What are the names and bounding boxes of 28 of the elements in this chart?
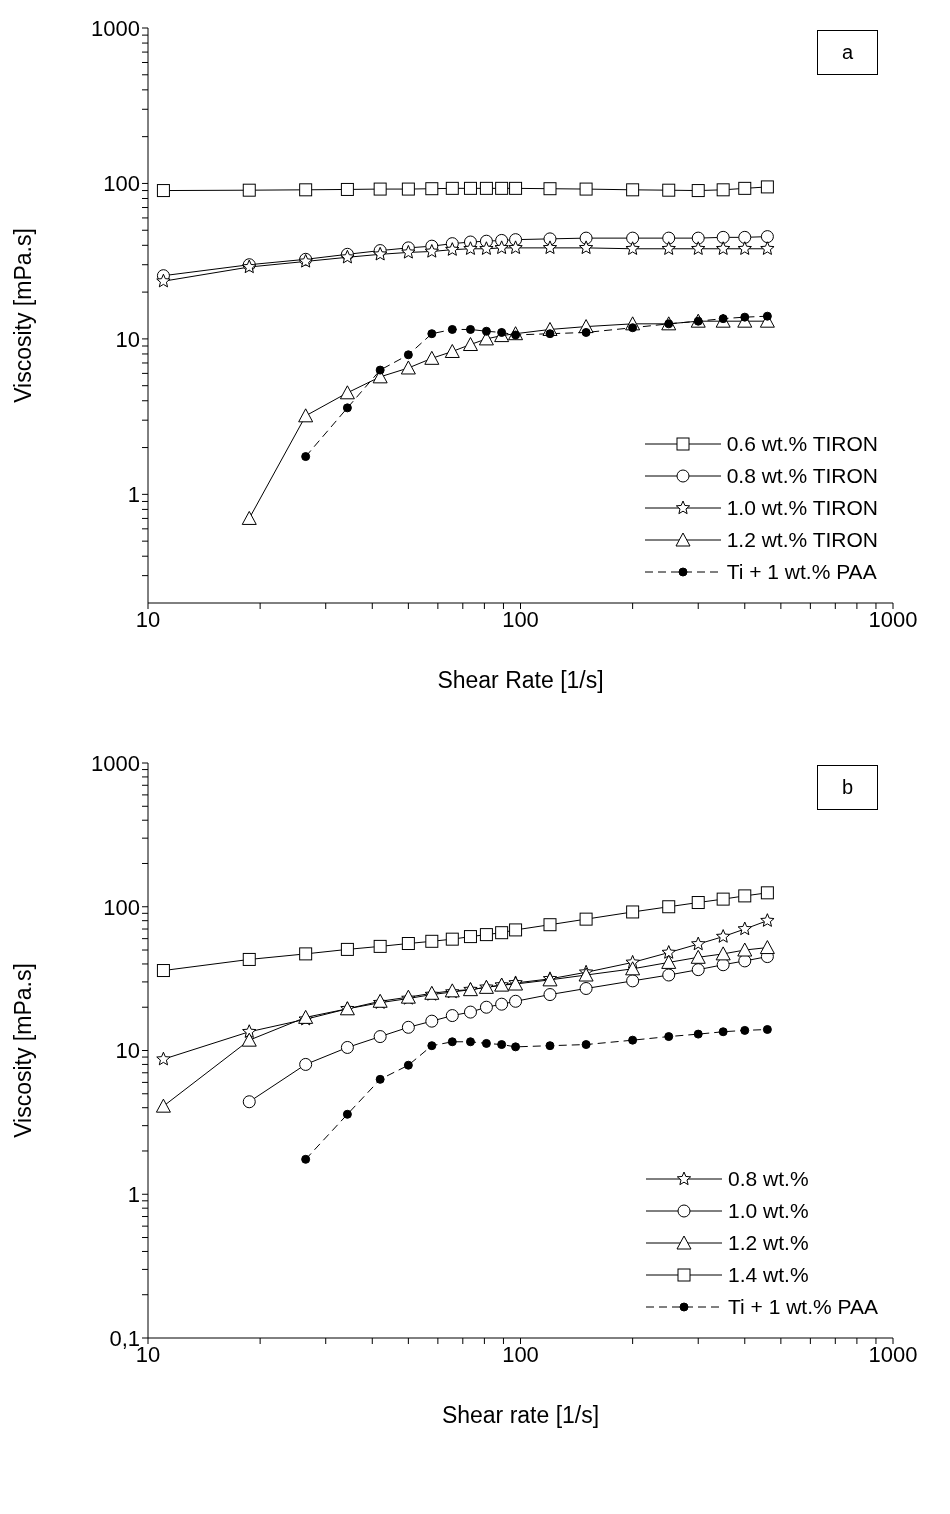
legend-label: 1.4 wt.% [728, 1262, 809, 1288]
legend-label: 1.0 wt.% [728, 1198, 809, 1224]
legend-label: 0.8 wt.% TIRON [726, 463, 878, 489]
x-tick-label: 1000 [868, 606, 918, 632]
x-tick-label: 1000 [868, 1341, 918, 1367]
y-tick-label: 10 [115, 1038, 140, 1064]
annotation: b [816, 765, 878, 810]
legend-label: 1.2 wt.% [728, 1230, 809, 1256]
y-axis-title: Viscosity [mPa.s] [10, 963, 37, 1138]
x-tick-label: 100 [502, 1341, 539, 1367]
y-tick-label: 100 [103, 894, 140, 920]
annotation: a [816, 30, 878, 75]
legend-label: 1.2 wt.% TIRON [726, 527, 878, 553]
legend-label: 1.0 wt.% TIRON [726, 495, 878, 521]
y-tick-label: 1000 [91, 15, 140, 41]
legend-label: Ti + 1 wt.% PAA [726, 559, 877, 585]
y-tick-label: 10 [115, 326, 140, 352]
y-tick-label: 1 [127, 482, 140, 508]
y-tick-label: 1000 [91, 750, 140, 776]
legend-label: 0.8 wt.% [728, 1166, 809, 1192]
y-axis-title: Viscosity [mPa.s] [10, 228, 37, 403]
legend-label: 0.6 wt.% TIRON [726, 431, 878, 457]
y-tick-label: 100 [103, 171, 140, 197]
x-axis-title: Shear rate [1/s] [441, 1402, 600, 1428]
legend-label: Ti + 1 wt.% PAA [728, 1294, 878, 1320]
y-tick-label: 1 [127, 1182, 140, 1208]
x-tick-label: 100 [502, 606, 539, 632]
x-axis-title: Shear Rate [1/s] [437, 667, 604, 693]
